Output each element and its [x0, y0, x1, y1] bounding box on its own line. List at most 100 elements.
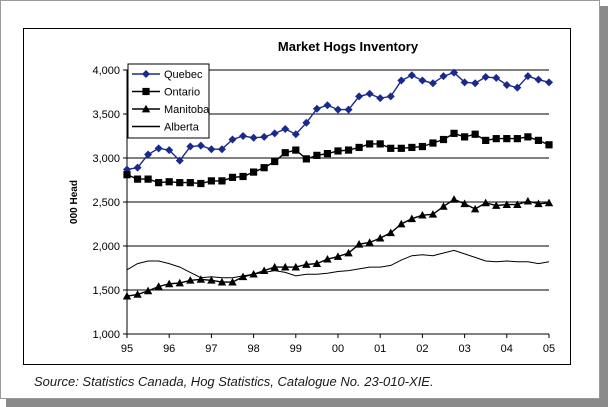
data-point-ontario: [471, 130, 479, 138]
y-tick-label: 2,000: [92, 241, 120, 253]
data-point-quebec: [439, 72, 448, 81]
data-point-ontario: [123, 171, 131, 179]
data-point-manitoba: [449, 195, 459, 203]
data-point-manitoba: [470, 204, 480, 213]
legend-marker-quebec: [142, 70, 150, 78]
legend-label-manitoba: Manitoba: [164, 104, 210, 116]
legend-marker-manitoba: [141, 104, 151, 113]
data-point-manitoba: [513, 200, 522, 208]
data-point-manitoba: [207, 276, 216, 284]
data-point-manitoba: [386, 228, 395, 237]
data-point-manitoba: [312, 259, 322, 267]
data-point-ontario: [503, 135, 511, 143]
x-tick-label: 04: [501, 343, 513, 355]
data-point-quebec: [207, 145, 216, 154]
data-point-ontario: [228, 173, 237, 181]
data-point-manitoba: [165, 279, 174, 288]
chart-area: [23, 28, 571, 365]
data-point-quebec: [175, 156, 184, 165]
data-point-ontario: [408, 143, 416, 152]
data-point-manitoba: [143, 286, 153, 295]
data-point-manitoba: [344, 248, 353, 257]
data-point-manitoba: [439, 202, 448, 210]
data-point-ontario: [387, 144, 395, 152]
data-point-quebec: [545, 78, 553, 87]
frame-shadow-right: [600, 6, 608, 407]
data-point-ontario: [334, 147, 342, 155]
data-point-quebec: [492, 73, 501, 82]
data-point-manitoba: [175, 278, 184, 287]
data-point-ontario: [482, 136, 490, 144]
data-point-manitoba: [186, 276, 195, 284]
data-point-manitoba: [544, 198, 554, 207]
data-point-quebec: [355, 92, 364, 101]
data-point-manitoba: [323, 255, 332, 263]
data-point-quebec: [249, 133, 258, 142]
data-point-manitoba: [481, 198, 490, 207]
data-point-ontario: [439, 135, 448, 144]
data-point-manitoba: [270, 262, 279, 271]
data-point-ontario: [133, 175, 142, 183]
data-point-quebec: [323, 101, 332, 110]
data-point-ontario: [545, 141, 553, 149]
data-point-quebec: [471, 79, 480, 88]
x-tick-label: 01: [374, 343, 386, 355]
series-line-alberta: [126, 249, 550, 279]
data-point-ontario: [197, 179, 205, 188]
data-point-quebec: [133, 163, 142, 172]
data-point-ontario: [207, 177, 215, 185]
x-tick-label: 02: [416, 343, 428, 355]
data-point-quebec: [418, 76, 427, 85]
data-point-manitoba: [196, 275, 206, 283]
y-axis-label: 000 Head: [69, 180, 80, 224]
data-point-ontario: [376, 140, 384, 148]
data-point-ontario: [281, 149, 289, 157]
data-point-ontario: [250, 168, 258, 176]
chart-title: Market Hogs Inventory: [278, 39, 419, 54]
data-point-quebec: [344, 105, 353, 114]
data-point-manitoba: [154, 282, 163, 290]
data-point-manitoba: [407, 214, 417, 223]
data-point-manitoba: [133, 290, 142, 298]
data-point-quebec: [481, 73, 490, 82]
data-point-quebec: [165, 146, 174, 155]
data-point-quebec: [534, 75, 543, 84]
data-point-manitoba: [228, 277, 237, 286]
data-point-manitoba: [397, 219, 406, 228]
data-point-ontario: [155, 179, 163, 187]
data-point-quebec: [144, 150, 153, 159]
data-point-quebec: [376, 94, 385, 103]
data-point-ontario: [461, 133, 469, 141]
data-point-manitoba: [365, 238, 374, 246]
y-tick-label: 3,500: [92, 109, 120, 121]
data-point-quebec: [154, 144, 163, 153]
data-point-quebec: [281, 124, 290, 133]
data-point-manitoba: [122, 291, 132, 300]
data-point-quebec: [196, 141, 205, 150]
legend-marker-ontario: [142, 87, 150, 96]
data-point-quebec: [217, 145, 226, 154]
y-tick-label: 4,000: [92, 65, 120, 77]
data-point-ontario: [366, 140, 374, 148]
data-point-ontario: [302, 155, 310, 163]
data-point-ontario: [450, 129, 458, 137]
frame-shadow-bottom: [6, 399, 608, 407]
data-point-quebec: [513, 83, 522, 92]
data-point-quebec: [460, 78, 469, 87]
data-point-quebec: [428, 79, 437, 88]
x-tick-label: 96: [163, 343, 175, 355]
data-point-manitoba: [281, 262, 290, 271]
data-point-ontario: [524, 133, 532, 141]
data-point-quebec: [270, 129, 279, 138]
legend-label-ontario: Ontario: [164, 87, 200, 99]
data-point-quebec: [302, 118, 311, 127]
data-point-manitoba: [217, 277, 227, 286]
data-point-ontario: [186, 179, 194, 187]
data-point-manitoba: [502, 200, 511, 208]
data-point-ontario: [355, 143, 363, 152]
data-point-manitoba: [291, 262, 300, 271]
data-point-manitoba: [523, 196, 533, 205]
data-point-quebec: [291, 130, 300, 139]
data-point-manitoba: [534, 199, 543, 208]
